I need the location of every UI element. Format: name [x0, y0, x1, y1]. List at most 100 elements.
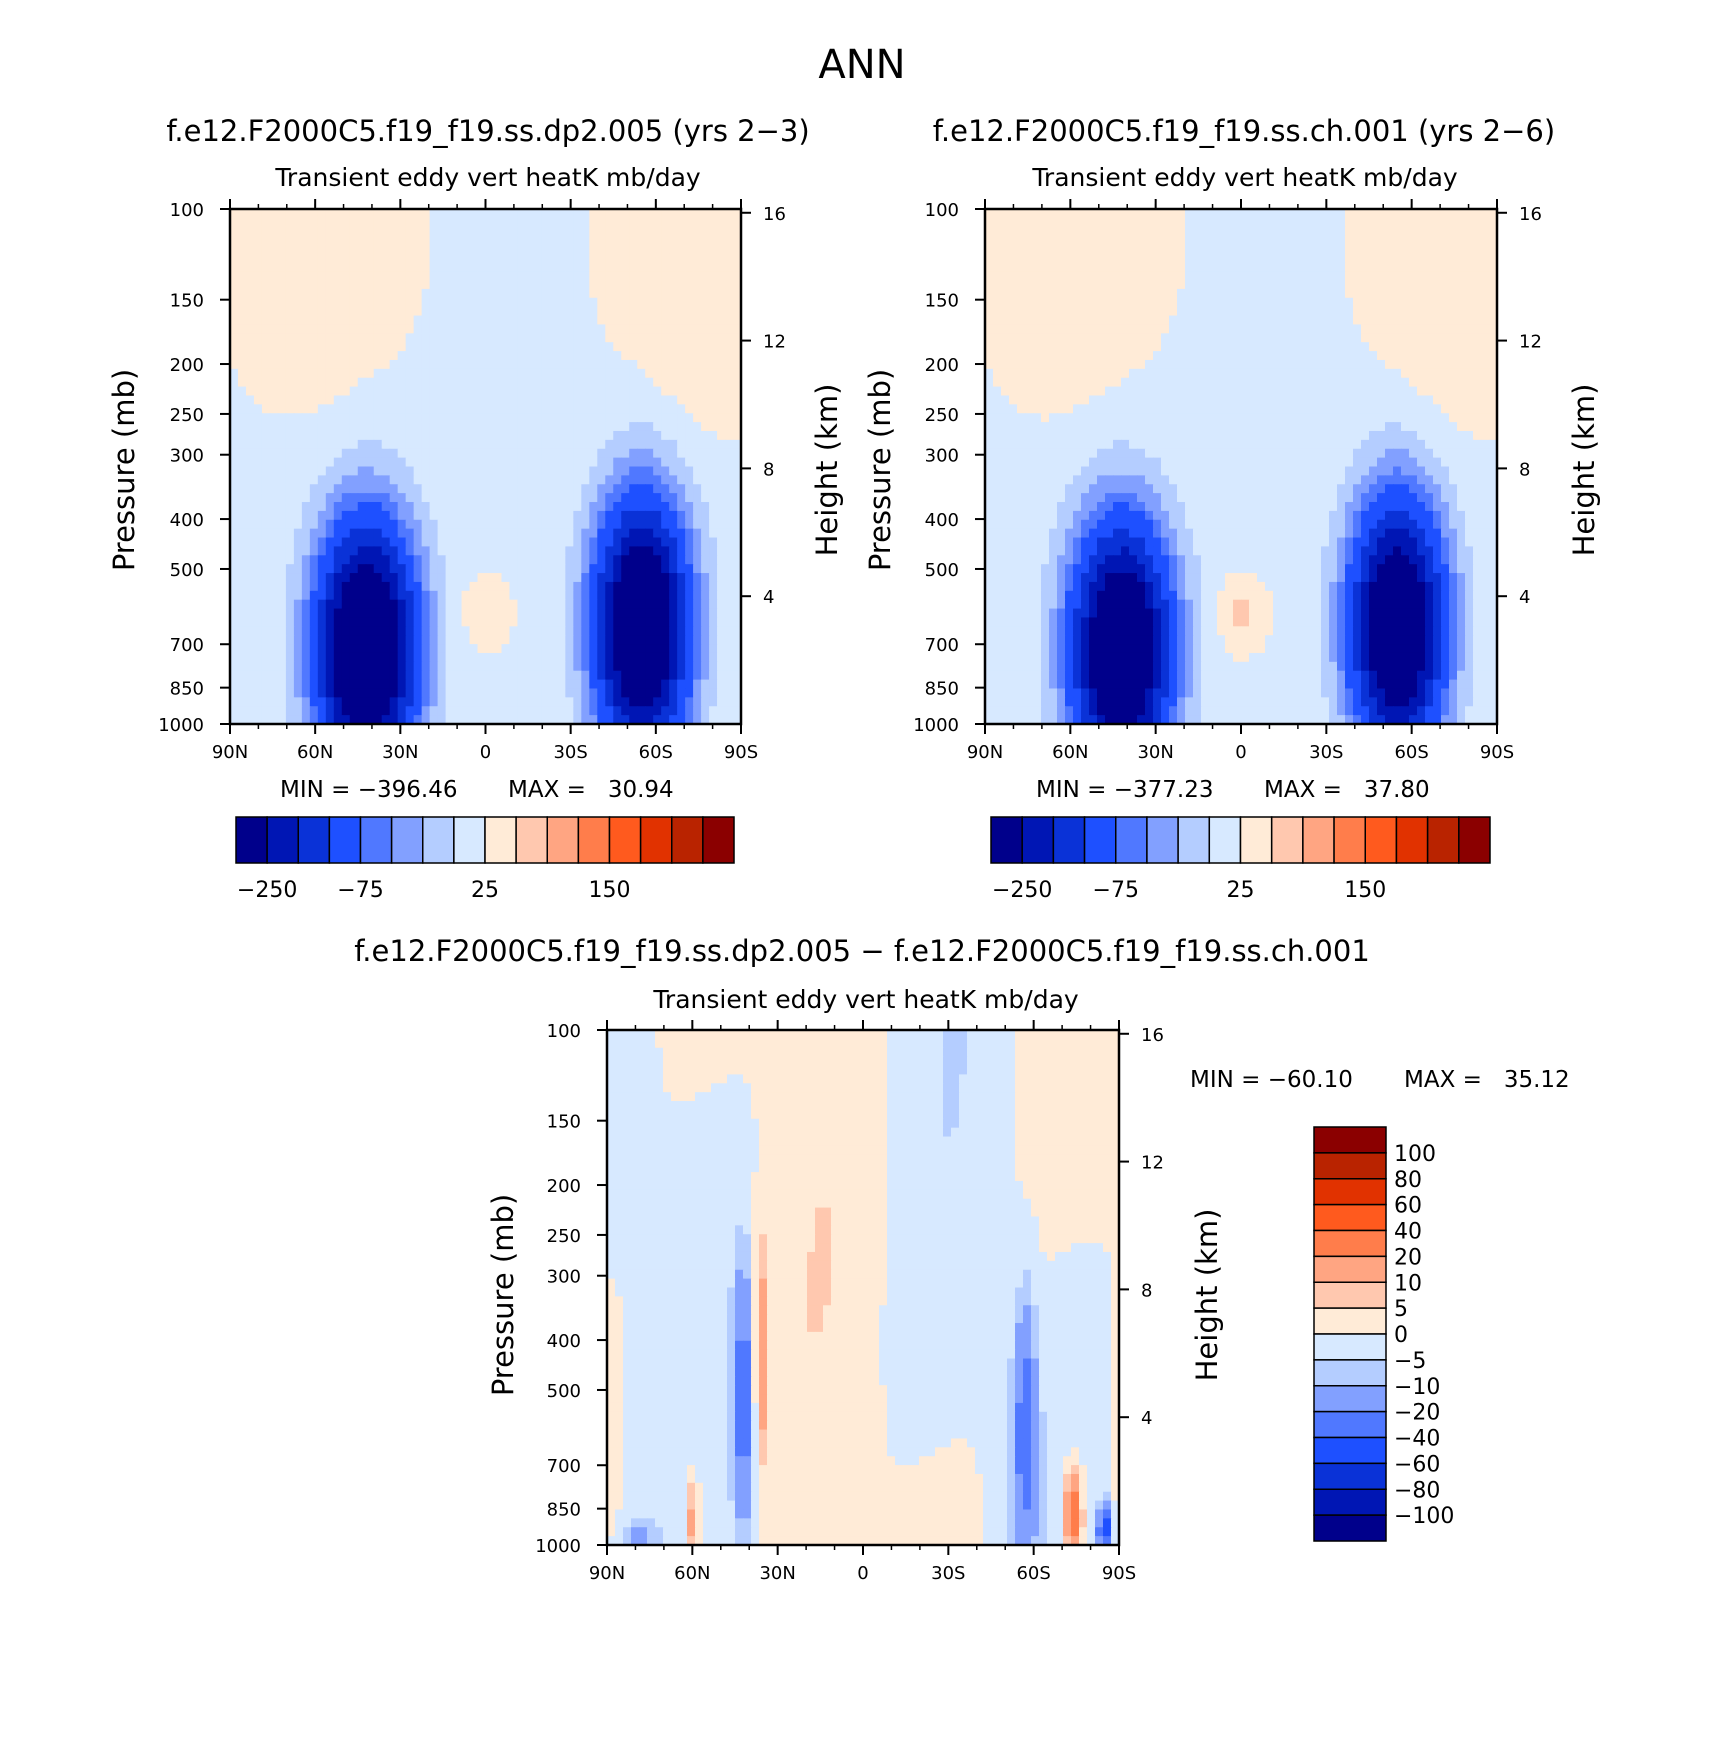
- field-cell: [637, 573, 646, 582]
- field-cell: [398, 271, 407, 280]
- field-cell: [1177, 298, 1186, 307]
- field-cell: [446, 671, 455, 680]
- field-cell: [1321, 298, 1330, 307]
- field-cell: [294, 431, 303, 440]
- field-cell: [693, 387, 702, 396]
- field-cell: [549, 316, 558, 325]
- field-cell: [1185, 351, 1194, 360]
- field-cell: [326, 555, 335, 564]
- field-cell: [246, 422, 255, 431]
- field-cell: [1409, 280, 1418, 289]
- field-cell: [501, 617, 510, 626]
- field-cell: [422, 706, 431, 715]
- field-cell: [1369, 324, 1378, 333]
- field-cell: [549, 493, 558, 502]
- field-cell: [685, 564, 694, 573]
- field-cell: [605, 440, 614, 449]
- field-cell: [278, 706, 287, 715]
- field-cell: [1321, 333, 1330, 342]
- field-cell: [581, 697, 590, 706]
- field-cell: [470, 493, 479, 502]
- field-cell: [1209, 253, 1218, 262]
- field-cell: [605, 538, 614, 547]
- field-cell: [430, 493, 439, 502]
- field-cell: [438, 706, 447, 715]
- field-cell: [1249, 253, 1258, 262]
- field-cell: [1289, 333, 1298, 342]
- field-cell: [478, 653, 487, 662]
- field-cell: [533, 662, 542, 671]
- field-cell: [1321, 236, 1330, 245]
- field-cell: [1273, 236, 1282, 245]
- field-cell: [1281, 280, 1290, 289]
- field-cell: [462, 502, 471, 511]
- field-cell: [478, 245, 487, 254]
- field-cell: [565, 680, 574, 689]
- field-cell: [326, 609, 335, 618]
- field-cell: [517, 644, 526, 653]
- field-cell: [1329, 271, 1338, 280]
- field-cell: [318, 245, 327, 254]
- field-cell: [709, 644, 718, 653]
- field-cell: [629, 369, 638, 378]
- field-cell: [701, 680, 710, 689]
- field-cell: [1193, 351, 1202, 360]
- field-cell: [993, 316, 1002, 325]
- field-cell: [549, 626, 558, 635]
- field-cell: [438, 422, 447, 431]
- field-cell: [1033, 298, 1042, 307]
- field-cell: [517, 546, 526, 555]
- field-cell: [1313, 280, 1322, 289]
- field-cell: [334, 582, 343, 591]
- field-cell: [653, 644, 662, 653]
- field-cell: [382, 449, 391, 458]
- field-cell: [342, 333, 351, 342]
- field-cell: [1345, 236, 1354, 245]
- field-cell: [557, 262, 566, 271]
- field-cell: [382, 644, 391, 653]
- field-cell: [533, 387, 542, 396]
- field-cell: [517, 298, 526, 307]
- field-cell: [637, 289, 646, 298]
- field-cell: [270, 671, 279, 680]
- field-cell: [1377, 307, 1386, 316]
- field-cell: [390, 671, 399, 680]
- field-cell: [581, 209, 590, 218]
- field-cell: [1145, 307, 1154, 316]
- plot-1-field: [230, 209, 742, 725]
- field-cell: [717, 298, 726, 307]
- field-cell: [414, 555, 423, 564]
- field-cell: [1281, 298, 1290, 307]
- field-cell: [693, 626, 702, 635]
- field-cell: [286, 484, 295, 493]
- field-cell: [350, 520, 359, 529]
- field-cell: [725, 538, 734, 547]
- field-cell: [573, 333, 582, 342]
- field-cell: [669, 706, 678, 715]
- field-cell: [613, 209, 622, 218]
- field-cell: [541, 520, 550, 529]
- field-cell: [366, 324, 375, 333]
- field-cell: [1241, 227, 1250, 236]
- field-cell: [661, 484, 670, 493]
- field-cell: [725, 280, 734, 289]
- field-cell: [541, 316, 550, 325]
- field-cell: [246, 307, 255, 316]
- field-cell: [246, 520, 255, 529]
- field-cell: [677, 253, 686, 262]
- field-cell: [541, 546, 550, 555]
- field-cell: [1217, 360, 1226, 369]
- field-cell: [1433, 209, 1442, 218]
- field-cell: [294, 404, 303, 413]
- field-cell: [326, 458, 335, 467]
- field-cell: [1225, 253, 1234, 262]
- field-cell: [557, 307, 566, 316]
- field-cell: [446, 431, 455, 440]
- field-cell: [1457, 271, 1466, 280]
- field-cell: [382, 218, 391, 227]
- field-cell: [470, 253, 479, 262]
- field-cell: [382, 280, 391, 289]
- field-cell: [541, 404, 550, 413]
- panel-1-title: f.e12.F2000C5.f19_f19.ss.dp2.005 (yrs 2−…: [166, 114, 809, 148]
- field-cell: [645, 484, 654, 493]
